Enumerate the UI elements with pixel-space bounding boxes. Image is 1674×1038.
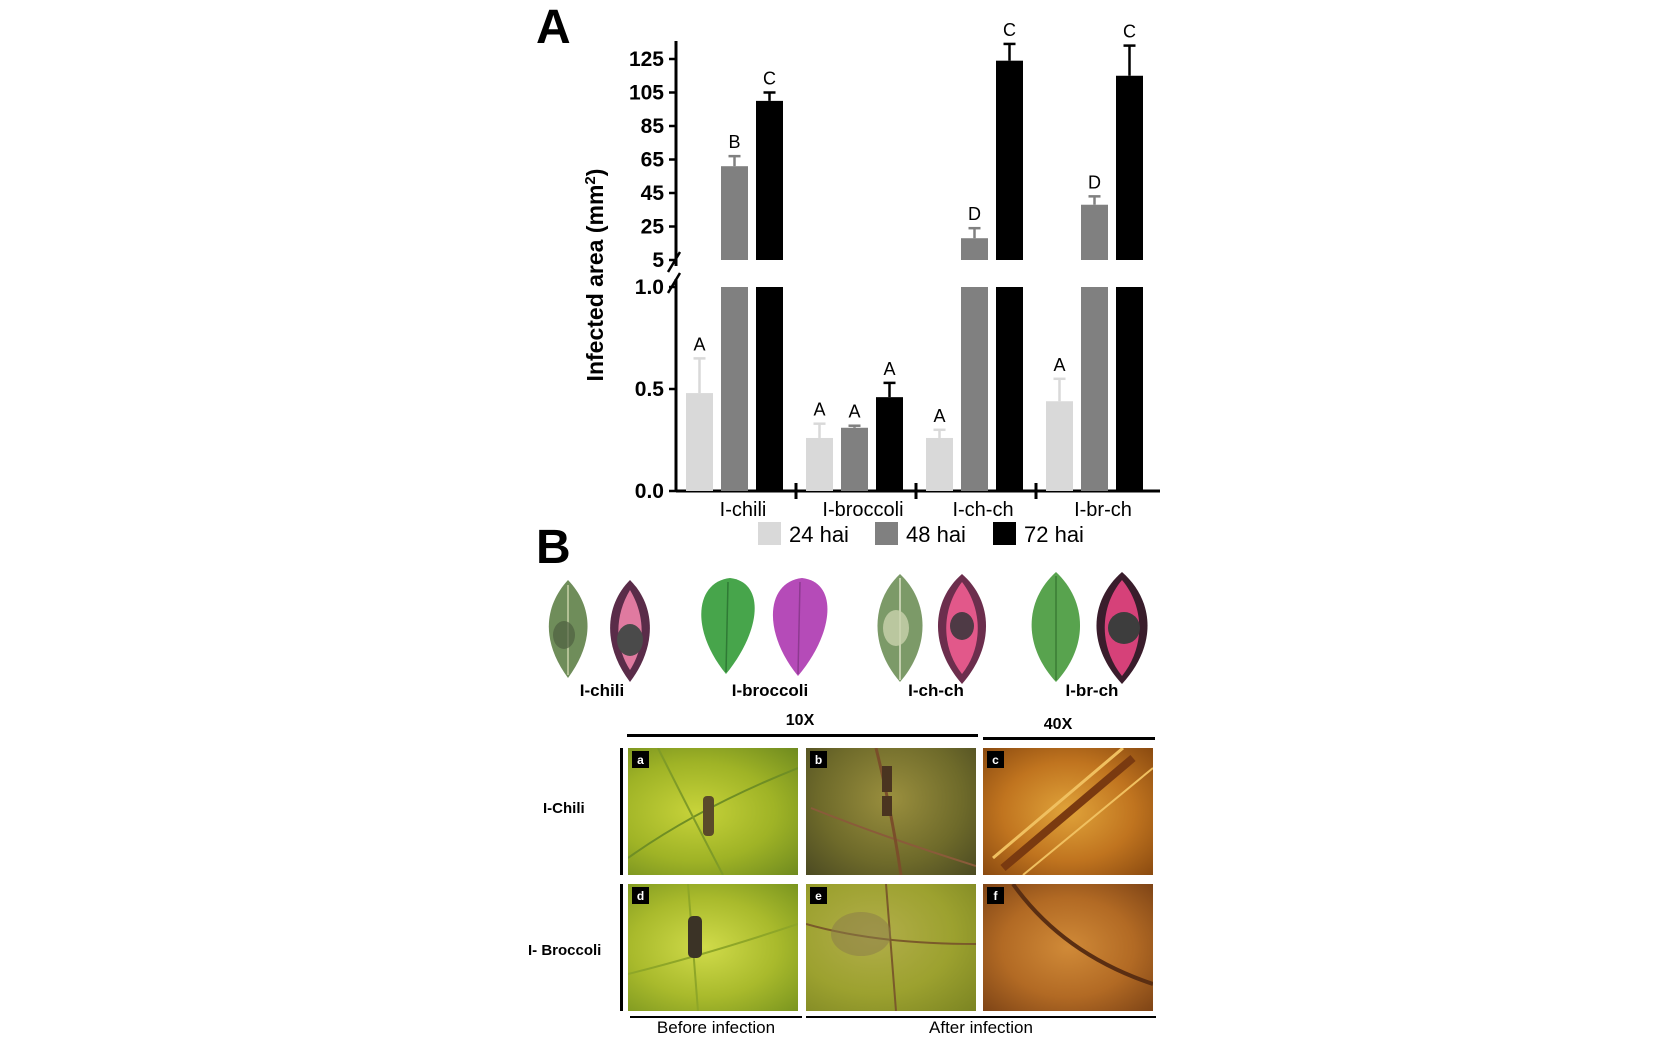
tile-tag-c: c bbox=[987, 751, 1004, 768]
significance-letter: C bbox=[763, 69, 776, 89]
legend-label: 24 hai bbox=[789, 522, 849, 547]
leaf-images bbox=[548, 572, 1148, 684]
y-tick-label: 125 bbox=[629, 48, 664, 71]
bar bbox=[996, 287, 1023, 491]
row-label-chili: I-Chili bbox=[543, 800, 585, 817]
legend-swatch bbox=[993, 522, 1016, 545]
y-axis-label: Infected area (mm2) bbox=[582, 169, 609, 382]
axis-break-mark bbox=[666, 251, 682, 273]
label-40x: 40X bbox=[1043, 716, 1073, 733]
tile-tag-a: a bbox=[632, 751, 649, 768]
leaf-label-br-ch: I-br-ch bbox=[1065, 681, 1119, 700]
caption-after-infection: After infection bbox=[929, 1018, 1033, 1037]
legend-label: 72 hai bbox=[1024, 522, 1084, 547]
significance-letter: C bbox=[1003, 20, 1016, 40]
bar bbox=[961, 238, 988, 260]
leaf-label-broccoli: I-broccoli bbox=[731, 681, 809, 700]
bar bbox=[1081, 287, 1108, 491]
bar bbox=[806, 437, 833, 491]
leaf-br-ch-stained bbox=[1096, 572, 1148, 684]
y-tick-label: 1.0 bbox=[635, 276, 664, 299]
divider-40x bbox=[983, 737, 1155, 740]
y-tick-label: 65 bbox=[641, 149, 665, 172]
x-tick-label: I-ch-ch bbox=[952, 499, 1013, 521]
x-tick-label: I-broccoli bbox=[822, 499, 903, 521]
bar bbox=[721, 287, 748, 491]
y-tick-label: 85 bbox=[641, 115, 665, 138]
bar bbox=[926, 437, 953, 491]
leaf-chili-front bbox=[548, 580, 588, 678]
y-tick-label: 0.5 bbox=[635, 378, 665, 401]
caption-before-infection: Before infection bbox=[656, 1018, 776, 1037]
tile-tag-b: b bbox=[810, 751, 827, 768]
bar bbox=[756, 100, 783, 260]
significance-letter: A bbox=[883, 359, 895, 379]
divider-after bbox=[806, 1016, 1156, 1018]
panel-label-a: A bbox=[536, 1, 571, 54]
label-10x: 10X bbox=[785, 712, 815, 729]
bar bbox=[961, 287, 988, 491]
y-tick-label: 5 bbox=[652, 249, 664, 272]
significance-letter: A bbox=[848, 402, 860, 422]
micrograph-f: f bbox=[983, 884, 1153, 1011]
leaf-ch-ch-front bbox=[877, 574, 923, 682]
micrograph-c: c bbox=[983, 748, 1153, 875]
leaf-br-ch-front bbox=[1031, 572, 1081, 682]
bar bbox=[841, 427, 868, 491]
significance-letter: C bbox=[1123, 22, 1136, 42]
axis-break-mark bbox=[666, 272, 682, 294]
tile-tag-e: e bbox=[810, 887, 827, 904]
divider-10x bbox=[627, 734, 978, 737]
leaf-ch-ch-stained bbox=[937, 574, 987, 684]
significance-letter: D bbox=[968, 204, 981, 224]
bar bbox=[1116, 75, 1143, 260]
leaf-broccoli-stained bbox=[772, 578, 828, 676]
row-bar-broccoli bbox=[620, 884, 623, 1011]
bar bbox=[686, 393, 713, 491]
tile-tag-d: d bbox=[632, 887, 649, 904]
row-label-broccoli: I- Broccoli bbox=[528, 942, 602, 959]
bar bbox=[996, 60, 1023, 260]
micrograph-a: a bbox=[628, 748, 798, 875]
panel-label-b: B bbox=[536, 521, 571, 574]
legend-swatch bbox=[758, 522, 781, 545]
x-tick-label: I-chili bbox=[720, 499, 767, 521]
micrograph-b: b bbox=[806, 748, 976, 875]
bar bbox=[1081, 204, 1108, 260]
bar bbox=[876, 397, 903, 491]
significance-letter: A bbox=[933, 406, 945, 426]
significance-letter: D bbox=[1088, 172, 1101, 192]
y-tick-label: 25 bbox=[641, 216, 665, 239]
x-tick-label: I-br-ch bbox=[1074, 499, 1132, 521]
significance-letter: A bbox=[1053, 355, 1065, 375]
legend-label: 48 hai bbox=[906, 522, 966, 547]
significance-letter: A bbox=[813, 400, 825, 420]
leaf-chili-stained bbox=[610, 580, 650, 682]
y-tick-label: 45 bbox=[641, 182, 665, 205]
leaf-label-chili: I-chili bbox=[579, 681, 625, 700]
legend-swatch bbox=[875, 522, 898, 545]
divider-before bbox=[630, 1016, 802, 1018]
row-bar-chili bbox=[620, 748, 623, 875]
y-tick-label: 105 bbox=[629, 82, 664, 105]
leaf-broccoli-front bbox=[701, 578, 755, 674]
micrograph-e: e bbox=[806, 884, 976, 1011]
bar bbox=[1116, 287, 1143, 491]
leaf-label-ch-ch: I-ch-ch bbox=[908, 681, 964, 700]
y-tick-label: 0.0 bbox=[635, 480, 664, 503]
significance-letter: B bbox=[728, 132, 740, 152]
significance-letter: A bbox=[693, 334, 705, 354]
micrograph-d: d bbox=[628, 884, 798, 1011]
bar bbox=[1046, 401, 1073, 491]
infected-area-bar-chart: 0.0 0.5 1.0 5 25 45 65 85 105 125 Infected area (m… bbox=[582, 20, 1160, 547]
bar bbox=[756, 287, 783, 491]
bar bbox=[721, 166, 748, 260]
tile-tag-f: f bbox=[987, 887, 1004, 904]
